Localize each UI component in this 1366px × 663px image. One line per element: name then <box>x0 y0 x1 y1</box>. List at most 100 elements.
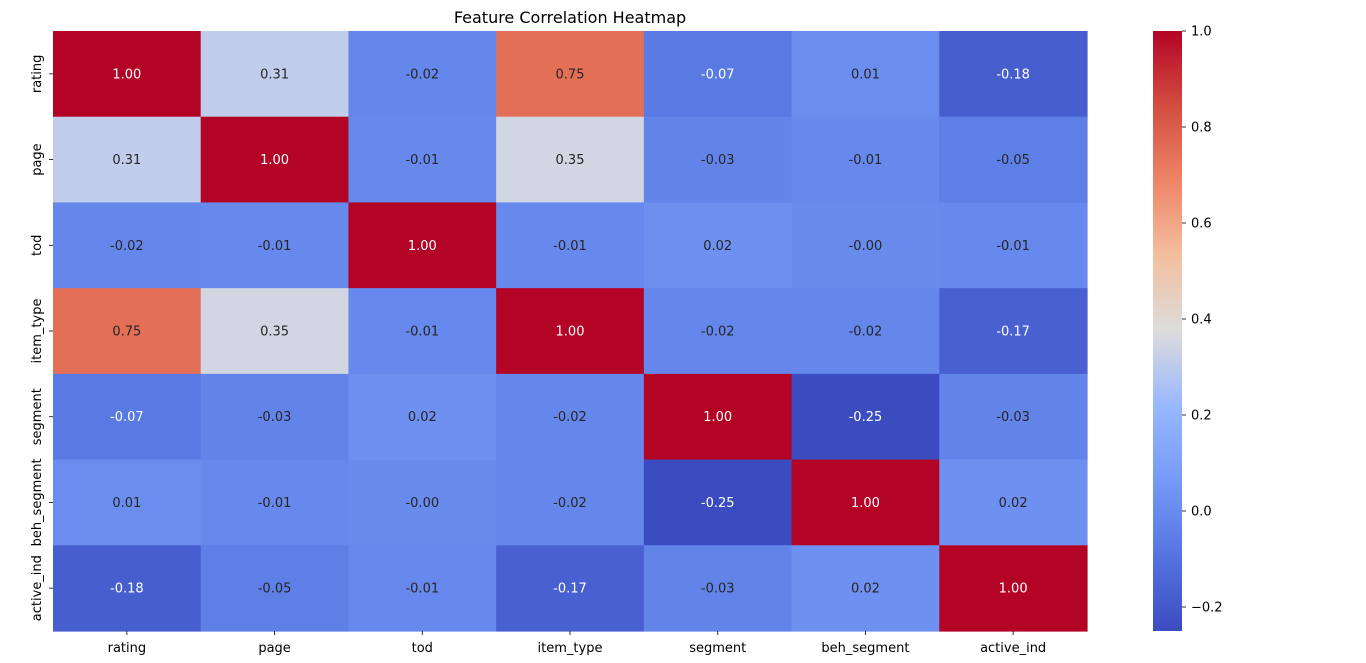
y-tick-label: active_ind <box>30 555 45 621</box>
cell-value-label: 1.00 <box>851 496 880 511</box>
heatmap-cell <box>348 116 497 204</box>
cell-value-label: -0.01 <box>405 325 439 340</box>
cell-value-label: 1.00 <box>260 153 289 168</box>
cell-value-label: -0.05 <box>996 153 1030 168</box>
x-tick-label: beh_segment <box>821 641 909 656</box>
heatmap-cell <box>53 459 202 546</box>
colorbar-tick-label: 0.2 <box>1191 409 1212 424</box>
heatmap-cell <box>791 202 940 289</box>
heatmap-cell <box>200 31 350 118</box>
colorbar-tick-label: 0.0 <box>1191 505 1212 520</box>
heatmap-cell <box>496 202 645 289</box>
heatmap-cell <box>643 373 793 461</box>
heatmap-cells <box>53 31 1088 632</box>
heatmap-cell <box>200 459 350 546</box>
cell-value-label: -0.02 <box>110 239 144 254</box>
heatmap-cell <box>348 31 497 118</box>
cell-value-label: -0.02 <box>701 325 735 340</box>
heatmap-cell <box>643 288 793 375</box>
cell-value-label: 0.01 <box>112 496 141 511</box>
cell-value-label: -0.01 <box>553 239 587 254</box>
cell-value-label: -0.18 <box>996 67 1030 82</box>
x-tick-label: segment <box>689 641 746 656</box>
cell-value-label: -0.00 <box>405 496 439 511</box>
colorbar-tick-label: −0.2 <box>1191 601 1223 616</box>
cell-value-label: -0.01 <box>405 582 439 597</box>
heatmap-cell <box>200 545 350 632</box>
heatmap-cell <box>791 459 940 546</box>
heatmap-cell <box>939 288 1088 375</box>
cell-value-label: -0.07 <box>110 410 144 425</box>
heatmap-cell <box>200 288 350 375</box>
heatmap-cell <box>496 116 645 204</box>
heatmap-cell <box>791 373 940 461</box>
heatmap-cell <box>791 31 940 118</box>
y-tick-label: item_type <box>30 299 45 364</box>
colorbar-tick-label: 0.8 <box>1191 121 1212 136</box>
heatmap-cell <box>200 373 350 461</box>
heatmap-cell <box>496 373 645 461</box>
cell-value-label: 0.02 <box>703 239 732 254</box>
cell-value-label: 0.35 <box>260 325 289 340</box>
cell-value-label: -0.18 <box>110 582 144 597</box>
cell-value-label: -0.03 <box>258 410 292 425</box>
heatmap-cell <box>643 545 793 632</box>
colorbar-gradient <box>1153 31 1182 631</box>
heatmap-cell <box>643 459 793 546</box>
cell-value-label: -0.17 <box>996 325 1030 340</box>
heatmap-cell <box>939 31 1088 118</box>
cell-value-label: 0.31 <box>260 67 289 82</box>
cell-value-label: -0.07 <box>701 67 735 82</box>
heatmap-cell <box>348 459 497 546</box>
x-tick-label: item_type <box>538 641 603 656</box>
cell-value-label: 1.00 <box>112 67 141 82</box>
colorbar: −0.2 0.0 0.2 0.4 0.6 0.8 1.0 <box>1153 25 1223 631</box>
x-axis-ticks: rating page tod item_type segment beh_segment… <box>108 631 1046 656</box>
heatmap-cell <box>791 545 940 632</box>
heatmap-cell <box>53 545 202 632</box>
x-tick-label: page <box>258 641 290 656</box>
cell-value-label: -0.01 <box>849 153 883 168</box>
colorbar-tick-label: 1.0 <box>1191 25 1212 40</box>
heatmap-cell <box>939 116 1088 204</box>
chart-title: Feature Correlation Heatmap <box>454 8 686 27</box>
cell-value-label: -0.02 <box>849 325 883 340</box>
cell-value-label: -0.01 <box>405 153 439 168</box>
heatmap-cell <box>200 202 350 289</box>
y-tick-label: beh_segment <box>30 458 45 546</box>
colorbar-tick-label: 0.4 <box>1191 313 1212 328</box>
cell-value-label: -0.02 <box>553 496 587 511</box>
heatmap-cell <box>53 116 202 204</box>
cell-value-label: -0.02 <box>405 67 439 82</box>
heatmap-cell <box>348 202 497 289</box>
cell-value-label: -0.03 <box>996 410 1030 425</box>
heatmap-cell <box>53 202 202 289</box>
heatmap-cell <box>496 31 645 118</box>
x-tick-label: rating <box>108 641 147 656</box>
cell-value-label: 1.00 <box>408 239 437 254</box>
cell-value-label: 0.02 <box>851 582 880 597</box>
cell-value-label: 1.00 <box>999 582 1028 597</box>
heatmap-cell <box>939 373 1088 461</box>
cell-value-label: -0.05 <box>258 582 292 597</box>
x-tick-label: active_ind <box>980 641 1046 656</box>
heatmap-cell <box>496 545 645 632</box>
heatmap-cell <box>939 545 1088 632</box>
y-tick-label: segment <box>30 388 45 445</box>
cell-value-label: -0.02 <box>553 410 587 425</box>
heatmap-cell <box>791 116 940 204</box>
cell-value-label: -0.01 <box>996 239 1030 254</box>
heatmap-cell <box>348 288 497 375</box>
heatmap-cell <box>939 202 1088 289</box>
cell-value-label: 0.75 <box>112 325 141 340</box>
heatmap-cell <box>496 288 645 375</box>
heatmap-cell <box>348 545 497 632</box>
cell-value-label: -0.01 <box>258 496 292 511</box>
colorbar-tick-label: 0.6 <box>1191 217 1212 232</box>
cell-value-label: 0.02 <box>999 496 1028 511</box>
x-tick-label: tod <box>412 641 433 656</box>
cell-value-label: -0.01 <box>258 239 292 254</box>
heatmap-cell <box>643 202 793 289</box>
cell-value-label: 0.02 <box>408 410 437 425</box>
